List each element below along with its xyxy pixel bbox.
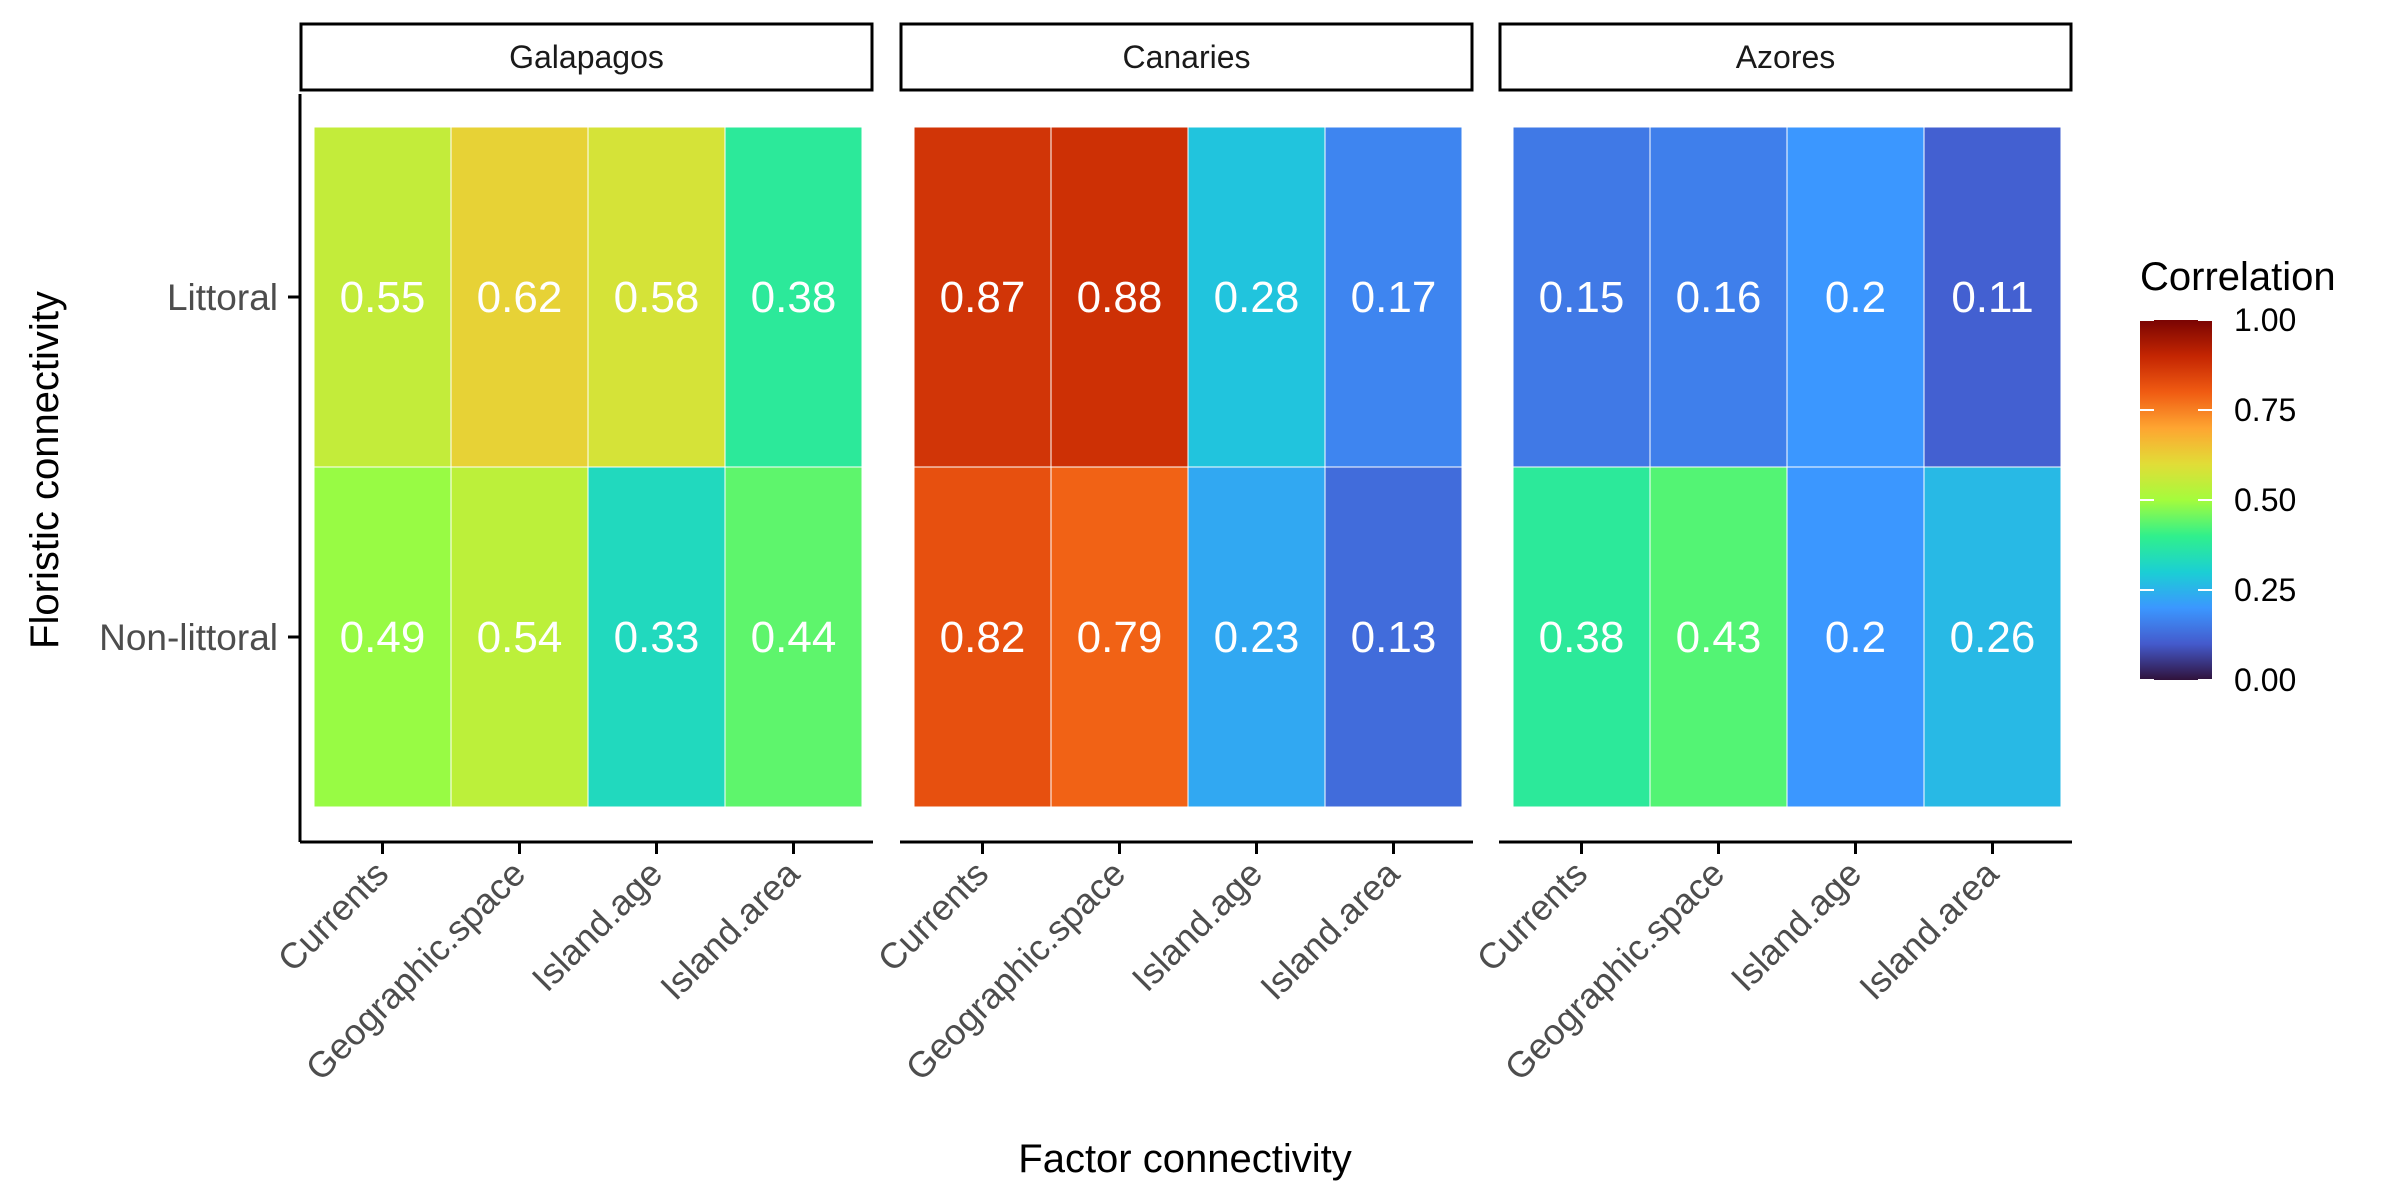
heatmap-cell: [1187, 466, 1326, 808]
x-tick-label: Currents: [270, 853, 397, 980]
cell-value-label: 0.15: [1539, 273, 1625, 322]
facet-label-galapagos: Galapagos: [509, 39, 664, 75]
legend-tick-label: 0.50: [2234, 482, 2296, 518]
facet-strip-galapagos: [299, 22, 874, 92]
cell-value-label: 0.54: [477, 613, 563, 662]
cell-value-label: 0.33: [614, 613, 700, 662]
y-tick-label: Non-littoral: [99, 617, 278, 658]
heatmap-cell: [1512, 126, 1651, 468]
heatmap-cell: [450, 126, 589, 468]
facet-label-azores: Azores: [1736, 39, 1836, 75]
heatmap-cell: [1324, 126, 1463, 468]
cell-value-label: 0.88: [1077, 273, 1163, 322]
heatmap-cell: [1649, 126, 1788, 468]
heatmap-cell: [313, 466, 452, 808]
heatmap-cell: [1649, 466, 1788, 808]
heatmap-cell: [724, 126, 863, 468]
x-tick-label: Island.area: [1252, 852, 1408, 1008]
cell-value-label: 0.82: [940, 613, 1026, 662]
cell-value-label: 0.58: [614, 273, 700, 322]
cell-value-label: 0.44: [751, 613, 837, 662]
cell-value-label: 0.17: [1351, 273, 1437, 322]
legend-tick-label: 0.00: [2234, 662, 2296, 698]
cell-value-label: 0.26: [1950, 613, 2036, 662]
heatmap-cell: [913, 466, 1052, 808]
heatmap-cell: [450, 466, 589, 808]
cell-value-label: 0.87: [940, 273, 1026, 322]
x-axis-title: Factor connectivity: [1018, 1137, 1351, 1181]
heatmap-cell: [1923, 466, 2062, 808]
cell-value-label: 0.38: [751, 273, 837, 322]
heatmap-cell: [1050, 466, 1189, 808]
heatmap-cell: [587, 126, 726, 468]
cell-value-label: 0.43: [1676, 613, 1762, 662]
facet-strip-azores: [1498, 22, 2073, 92]
heatmap-cell: [313, 126, 452, 468]
legend-tick-label: 1.00: [2234, 302, 2296, 338]
legend-title: Correlation: [2140, 255, 2336, 299]
cell-value-label: 0.2: [1825, 273, 1886, 322]
heatmap-cell: [913, 126, 1052, 468]
heatmap-cell: [587, 466, 726, 808]
cell-value-label: 0.16: [1676, 273, 1762, 322]
x-tick-label: Currents: [1469, 853, 1596, 980]
heatmap-cell: [1786, 466, 1925, 808]
cell-value-label: 0.13: [1351, 613, 1437, 662]
x-tick-label: Island.age: [524, 853, 670, 999]
cell-value-label: 0.28: [1214, 273, 1300, 322]
heatmap-cell: [1050, 126, 1189, 468]
cell-value-label: 0.2: [1825, 613, 1886, 662]
facet-label-canaries: Canaries: [1122, 39, 1250, 75]
x-tick-label: Currents: [870, 853, 997, 980]
facet-strip-canaries: [899, 22, 1474, 92]
heatmap-cell: [1923, 126, 2062, 468]
legend-tick-label: 0.25: [2234, 572, 2296, 608]
y-tick-label: Littoral: [167, 277, 278, 318]
x-tick-label: Island.area: [1851, 852, 2007, 1008]
heatmap-cell: [1187, 126, 1326, 468]
x-tick-label: Island.age: [1124, 853, 1270, 999]
y-axis-title: Floristic connectivity: [23, 291, 67, 649]
cell-value-label: 0.62: [477, 273, 563, 322]
heatmap-cell: [1324, 466, 1463, 808]
cell-value-label: 0.38: [1539, 613, 1625, 662]
cell-value-label: 0.49: [340, 613, 426, 662]
x-tick-label: Island.area: [652, 852, 808, 1008]
cell-value-label: 0.79: [1077, 613, 1163, 662]
heatmap-cell: [1786, 126, 1925, 468]
cell-value-label: 0.23: [1214, 613, 1300, 662]
x-tick-label: Island.age: [1723, 853, 1869, 999]
cell-value-label: 0.11: [1951, 273, 2033, 322]
heatmap-cell: [724, 466, 863, 808]
legend-tick-label: 0.75: [2234, 392, 2296, 428]
cell-value-label: 0.55: [340, 273, 426, 322]
